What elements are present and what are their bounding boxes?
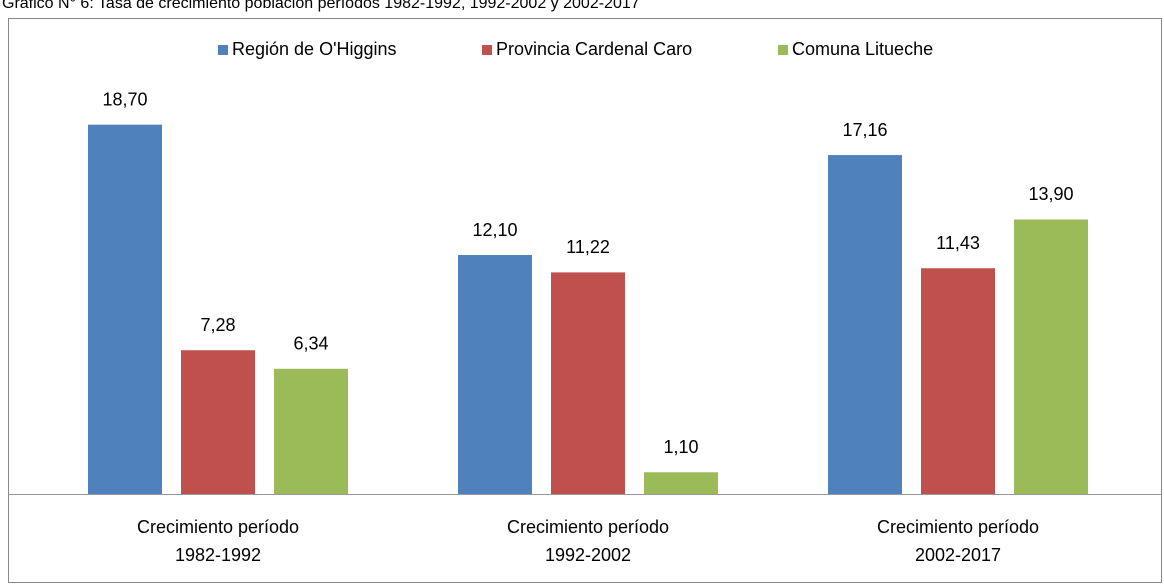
legend-swatch [218,45,228,55]
x-tick-label: 2002-2017 [915,545,1001,565]
bar [921,268,995,494]
legend-swatch [778,45,788,55]
legend-label: Comuna Litueche [792,39,933,59]
bar [828,155,902,494]
data-label: 18,70 [102,89,147,109]
bar [274,368,348,494]
legend-label: Provincia Cardenal Caro [496,39,692,59]
data-label: 13,90 [1028,184,1073,204]
data-label: 12,10 [472,220,517,240]
data-label: 11,43 [936,233,980,253]
bar [644,472,718,494]
bar [181,350,255,494]
x-tick-label: Crecimiento período [507,517,669,537]
bar [551,272,625,494]
x-tick-label: Crecimiento período [137,517,299,537]
data-label: 11,22 [566,237,610,257]
data-label: 7,28 [200,315,235,335]
bar [1014,219,1088,494]
legend-label: Región de O'Higgins [232,39,397,59]
x-tick-label: 1992-2002 [545,545,631,565]
data-label: 1,10 [663,437,698,457]
legend-swatch [482,45,492,55]
x-tick-label: Crecimiento período [877,517,1039,537]
bar [458,255,532,494]
chart-title: Gráfico N° 6: Tasa de crecimiento poblac… [2,0,640,12]
x-tick-label: 1982-1992 [175,545,261,565]
data-label: 17,16 [842,120,887,140]
data-label: 6,34 [293,334,328,354]
bar [88,124,162,495]
